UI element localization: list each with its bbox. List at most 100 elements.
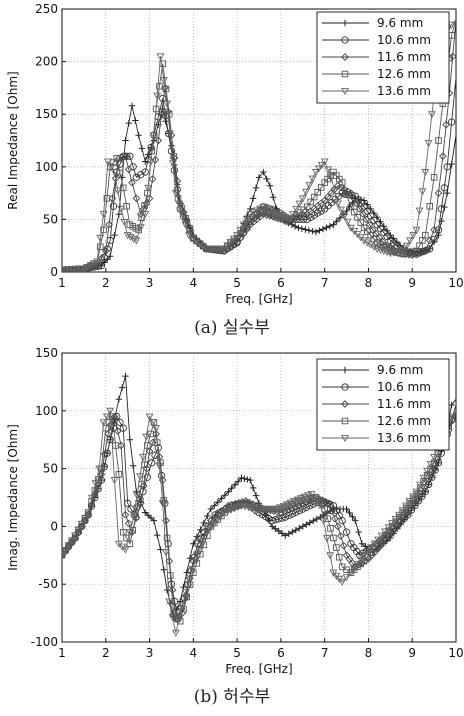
real-data-point [97, 243, 104, 251]
chart-panel-imag: 1 2 3 4 5 6 7 8 9 10 -100 -50 0 50 100 150 Freq. [GHz] Im… [0, 345, 464, 716]
real-data-point [317, 162, 326, 170]
imag-data-point [198, 538, 207, 546]
real-legend-box [316, 11, 450, 104]
imag-data-point [326, 552, 335, 560]
real-data-point [178, 211, 187, 219]
real-data-point [298, 195, 307, 203]
real-data-point [340, 212, 349, 220]
real-data-point [382, 241, 390, 250]
imag-data-point [272, 525, 279, 532]
imag-series-4 [62, 407, 456, 637]
real-data-point [295, 224, 302, 232]
imag-x-tick-label: 7 [321, 646, 329, 660]
real-data-point [120, 219, 129, 227]
real-data-point [360, 224, 368, 232]
imag-data-point [126, 436, 134, 443]
real-data-point [415, 207, 424, 215]
real-data-point [159, 94, 167, 103]
real-x-tick-label: 6 [277, 276, 285, 290]
real-data-point [366, 241, 375, 249]
imag-data-point [143, 473, 152, 481]
imag-legend-label: 9.6 mm [377, 363, 423, 377]
real-data-point [166, 110, 173, 118]
imag-data-point [123, 534, 130, 542]
real-data-point [68, 266, 77, 272]
imag-data-point [168, 614, 177, 622]
real-data-point [343, 187, 352, 196]
real-data-point [363, 239, 372, 247]
imag-data-point [428, 473, 436, 481]
real-data-point [424, 140, 433, 148]
imag-data-point [190, 540, 197, 547]
imag-data-point [103, 449, 111, 457]
real-plot-frame [61, 8, 457, 273]
imag-data-point [149, 438, 157, 447]
imag-data-point [291, 503, 299, 511]
imag-data-point [209, 521, 218, 529]
imag-data-point [67, 537, 76, 545]
real-data-point [447, 118, 456, 126]
real-data-point [333, 181, 342, 190]
real-data-point [346, 203, 353, 210]
imag-data-point [102, 413, 111, 421]
imag-data-point [231, 481, 239, 488]
imag-data-point [377, 532, 386, 540]
real-data-point [298, 225, 306, 232]
real-data-point [443, 163, 451, 171]
real-data-point [168, 160, 177, 168]
real-data-point [136, 224, 145, 232]
imag-legend-label: 13.6 mm [377, 431, 431, 445]
imag-data-point [227, 506, 235, 514]
imag-x-tick-label: 5 [233, 646, 241, 660]
real-data-point [125, 119, 132, 127]
imag-data-point [119, 424, 127, 432]
real-legend-label: 9.6 mm [377, 16, 423, 30]
imag-data-point [410, 499, 418, 508]
real-data-point [309, 227, 316, 235]
caption-real: (a) 실수부 [194, 318, 270, 338]
imag-plot-frame [61, 352, 457, 643]
real-data-point [107, 163, 116, 171]
real-data-point [100, 226, 107, 234]
imag-data-point [133, 488, 140, 495]
imag-data-point [244, 476, 251, 483]
imag-data-point [145, 447, 154, 456]
imag-data-point [121, 511, 130, 519]
imag-data-point [356, 556, 365, 564]
real-data-point [337, 206, 346, 214]
imag-data-point [278, 530, 286, 537]
imag-legend-marker [341, 383, 349, 391]
real-data-point [352, 199, 361, 208]
imag-data-point [419, 474, 428, 482]
imag-data-point [62, 552, 66, 560]
imag-data-point [145, 413, 154, 421]
imag-data-point [87, 500, 96, 509]
imag-data-point [110, 477, 119, 485]
real-data-point [171, 190, 180, 198]
real-data-point [412, 226, 421, 235]
real-data-point [226, 239, 235, 247]
real-data-point [263, 175, 270, 183]
real-data-point [223, 242, 232, 250]
imag-data-point [71, 532, 80, 540]
real-data-point [437, 205, 446, 213]
imag-data-point [211, 502, 218, 509]
imag-data-point [378, 537, 385, 544]
imag-data-point [97, 470, 106, 479]
real-x-tick-label: 8 [365, 276, 373, 290]
imag-data-point [252, 492, 260, 499]
imag-data-point [299, 523, 306, 530]
imag-data-point [352, 517, 359, 524]
real-data-point [369, 243, 378, 251]
real-data-point [132, 237, 141, 245]
real-data-point [292, 205, 301, 214]
real-data-point [104, 158, 112, 166]
real-data-point [255, 174, 263, 181]
real-data-point [121, 152, 130, 161]
real-data-point [402, 242, 411, 250]
real-data-point [62, 266, 70, 272]
real-data-point [354, 214, 361, 221]
imag-data-point [234, 503, 242, 512]
real-data-point [319, 225, 327, 233]
imag-data-point [417, 490, 425, 498]
